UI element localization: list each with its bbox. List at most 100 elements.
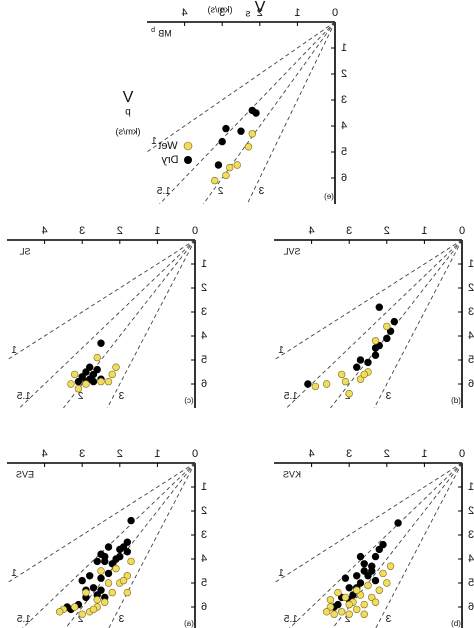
dry-point — [375, 545, 383, 554]
dry-point — [86, 572, 94, 580]
ref-line-3 — [246, 22, 335, 204]
wet-point — [210, 176, 219, 185]
dry-point — [82, 368, 90, 376]
wet-point — [55, 608, 64, 616]
dry-point — [353, 572, 361, 580]
y-tick-label: 4 — [201, 553, 207, 565]
ref-line-label: 1.5 — [156, 186, 170, 197]
axis-titles: Vs (km/s) Vp (km/s) — [116, 0, 266, 136]
data-points — [304, 303, 399, 398]
dry-point — [252, 109, 260, 117]
region-label: SL — [19, 246, 30, 256]
ref-line-1 — [274, 463, 462, 584]
ref-lines — [147, 22, 335, 204]
wet-point — [326, 603, 335, 611]
wet-point — [330, 610, 338, 618]
ref-line-1 — [274, 240, 462, 361]
ref-line-label: 1.5 — [16, 391, 30, 402]
y-tick-label: 2 — [201, 282, 207, 294]
dry-point — [97, 574, 105, 582]
panel-letter: (c) — [184, 396, 194, 405]
panel-b: 0 1 2 3 4 1 2 3 4 5 6 1 1.5 2 3 KVS (b) — [274, 448, 474, 628]
dry-point — [97, 550, 105, 558]
ref-line-label: 1.5 — [16, 614, 30, 625]
wet-point — [127, 557, 135, 566]
region-label: SVL — [283, 246, 300, 256]
ref-line-label: 1.5 — [283, 614, 297, 625]
ref-line-3 — [373, 240, 462, 408]
wet-point — [364, 581, 372, 590]
dry-point — [89, 370, 98, 379]
y-axis-unit: (km/s) — [116, 126, 141, 136]
ref-line-3 — [375, 463, 462, 628]
ref-line-1-5 — [289, 463, 462, 628]
dry-point — [386, 327, 395, 335]
ref-line-label: 3 — [385, 391, 391, 402]
panel-c: 0 1 2 3 4 1 2 3 4 5 6 1 1.5 2 3 SL (c) — [7, 225, 207, 408]
x-tick-label: 2 — [384, 448, 390, 460]
wet-point — [360, 370, 368, 379]
ref-lines — [274, 240, 462, 408]
y-tick-label: 2 — [341, 68, 347, 80]
wet-point — [311, 382, 320, 391]
y-tick-label: 3 — [468, 306, 474, 318]
x-tick-label: 1 — [421, 225, 427, 237]
x-tick-label: 3 — [79, 448, 85, 460]
x-tick-label: 4 — [309, 225, 315, 237]
y-tick-label: 6 — [468, 601, 474, 613]
legend-dry-label: Dry — [161, 154, 179, 166]
wet-point — [345, 610, 353, 618]
x-tick-label: 4 — [42, 225, 48, 237]
panel-letter: (e) — [324, 192, 334, 201]
dry-point — [123, 538, 132, 546]
wet-point — [322, 608, 331, 616]
ref-line-3 — [108, 463, 195, 628]
x-tick-label: 1 — [154, 448, 160, 460]
dry-point — [97, 339, 105, 347]
wet-point — [368, 593, 376, 602]
wet-point — [104, 377, 113, 386]
wet-point — [322, 380, 331, 388]
y-tick-label: 1 — [341, 42, 347, 54]
wet-point — [326, 596, 335, 604]
wet-point — [108, 370, 116, 379]
legend: Wet Dry — [158, 140, 193, 166]
y-tick-label: 2 — [468, 505, 474, 517]
region-label: MB — [158, 28, 172, 38]
dry-point — [371, 344, 380, 352]
wet-point — [356, 591, 365, 599]
dry-point — [218, 137, 226, 146]
ref-line-label: 2 — [344, 614, 350, 625]
wet-point — [371, 598, 380, 606]
dry-point — [379, 540, 387, 549]
dry-point — [356, 552, 365, 561]
ref-line-label: 2 — [217, 186, 223, 197]
region-label: KVS — [283, 469, 301, 479]
ref-line-1 — [7, 240, 195, 361]
ref-line-2 — [203, 22, 335, 204]
dry-point — [89, 584, 98, 592]
x-axis-unit: (km/s) — [208, 4, 233, 14]
wet-point — [82, 380, 90, 388]
data-points — [210, 106, 260, 185]
x-tick-label: 0 — [192, 448, 198, 460]
wet-point — [353, 605, 361, 614]
dry-point — [360, 560, 368, 568]
dry-point — [127, 516, 135, 525]
wet-point — [67, 380, 75, 388]
legend-dry-marker — [184, 156, 192, 164]
ref-line-3 — [106, 240, 195, 408]
wet-point — [108, 588, 116, 597]
dry-point — [78, 576, 86, 585]
wet-point — [97, 377, 105, 386]
y-tick-label: 4 — [468, 330, 474, 342]
ref-line-label: 1 — [278, 345, 284, 356]
dry-point — [116, 552, 124, 561]
y-tick-label: 4 — [201, 330, 207, 342]
panel-letter: (b) — [451, 619, 461, 628]
y-tick-label: 5 — [468, 577, 474, 589]
y-axis-subscript: p — [125, 107, 131, 118]
dry-point — [214, 161, 223, 169]
x-tick-label: 3 — [346, 448, 352, 460]
